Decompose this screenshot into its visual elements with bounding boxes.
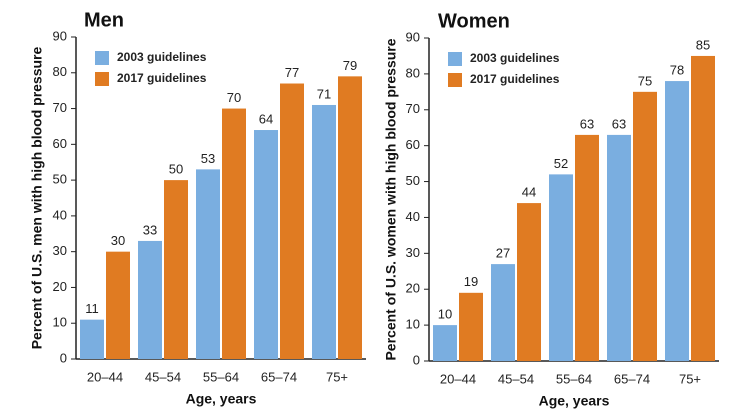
bar — [80, 319, 104, 359]
value-label: 78 — [670, 63, 684, 78]
x-axis-label: Age, years — [539, 393, 610, 409]
legend-label: 2003 guidelines — [470, 51, 560, 65]
bar — [633, 91, 657, 361]
y-tick-label: 90 — [406, 29, 420, 44]
value-label: 44 — [522, 185, 536, 200]
legend-swatch — [448, 52, 462, 66]
x-tick-label: 75+ — [679, 371, 701, 386]
value-label: 50 — [169, 162, 183, 177]
bar — [106, 251, 130, 359]
bar — [280, 83, 304, 359]
legend-swatch — [95, 51, 109, 65]
chart-title: Women — [438, 10, 510, 32]
value-label: 11 — [85, 301, 99, 316]
y-tick-label: 80 — [406, 65, 420, 80]
bar — [607, 134, 631, 361]
y-tick-label: 50 — [53, 172, 67, 187]
y-tick-label: 10 — [53, 315, 67, 330]
value-label: 30 — [111, 233, 125, 248]
x-tick-label: 55–64 — [203, 369, 239, 384]
y-tick-label: 40 — [53, 207, 67, 222]
y-tick-label: 40 — [406, 209, 420, 224]
bar — [459, 292, 483, 361]
x-tick-label: 20–44 — [440, 371, 476, 386]
chart-title: Men — [84, 9, 124, 31]
bar — [312, 104, 336, 359]
x-tick-label: 55–64 — [556, 371, 592, 386]
value-label: 85 — [696, 37, 710, 52]
x-tick-label: 45–54 — [498, 371, 534, 386]
y-tick-label: 90 — [53, 28, 67, 43]
y-tick-label: 60 — [53, 136, 67, 151]
bar — [254, 130, 278, 359]
bar — [691, 55, 715, 361]
x-tick-label: 20–44 — [87, 369, 123, 384]
y-tick-label: 60 — [406, 137, 420, 152]
value-label: 70 — [227, 90, 241, 105]
bar — [164, 180, 188, 359]
y-tick-label: 30 — [53, 243, 67, 258]
value-label: 77 — [285, 65, 299, 80]
bar — [517, 203, 541, 361]
bar — [491, 264, 515, 361]
value-label: 53 — [201, 151, 215, 166]
bar — [338, 76, 362, 359]
y-tick-label: 70 — [406, 101, 420, 116]
bar — [665, 81, 689, 362]
y-tick-label: 0 — [60, 350, 67, 365]
y-tick-label: 70 — [53, 100, 67, 115]
value-label: 75 — [638, 73, 652, 88]
y-axis-label: Percent of U.S. women with high blood pr… — [383, 38, 399, 360]
legend-swatch — [448, 73, 462, 87]
value-label: 63 — [612, 116, 626, 131]
y-tick-label: 10 — [406, 317, 420, 332]
value-label: 71 — [317, 86, 331, 101]
x-tick-label: 65–74 — [614, 371, 650, 386]
value-label: 27 — [496, 246, 510, 261]
value-label: 52 — [554, 156, 568, 171]
y-tick-label: 20 — [53, 279, 67, 294]
value-label: 64 — [259, 111, 273, 126]
y-tick-label: 20 — [406, 281, 420, 296]
y-tick-label: 80 — [53, 64, 67, 79]
bar — [222, 108, 246, 359]
value-label: 33 — [143, 222, 157, 237]
value-label: 19 — [464, 274, 478, 289]
x-tick-label: 75+ — [326, 369, 348, 384]
bar — [138, 240, 162, 359]
x-axis-label: Age, years — [186, 391, 257, 407]
legend-label: 2017 guidelines — [117, 71, 207, 85]
y-tick-label: 50 — [406, 173, 420, 188]
y-tick-label: 0 — [413, 352, 420, 367]
legend-label: 2017 guidelines — [470, 72, 560, 86]
y-tick-label: 30 — [406, 245, 420, 260]
x-tick-label: 65–74 — [261, 369, 297, 384]
bar — [433, 325, 457, 361]
legend-label: 2003 guidelines — [117, 50, 207, 64]
value-label: 10 — [438, 307, 452, 322]
bar — [196, 169, 220, 359]
x-tick-label: 45–54 — [145, 369, 181, 384]
y-axis-label: Percent of U.S. men with high blood pres… — [29, 46, 45, 349]
value-label: 63 — [580, 116, 594, 131]
value-label: 79 — [343, 58, 357, 73]
legend-swatch — [95, 72, 109, 86]
bar — [549, 174, 573, 361]
bar — [575, 134, 599, 361]
